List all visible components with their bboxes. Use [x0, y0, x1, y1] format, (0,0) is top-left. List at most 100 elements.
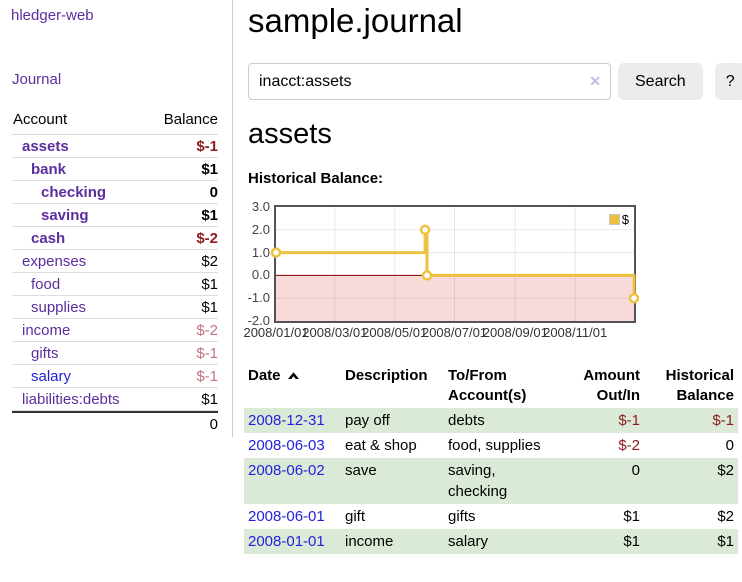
account-row: cash $-2 [12, 227, 218, 250]
x-axis-tick-label: 2008/01/01 [243, 325, 309, 340]
transaction-row: 2008-06-01 gift gifts $1 $2 [244, 504, 738, 529]
account-row: food $1 [12, 273, 218, 296]
chart-canvas [270, 207, 640, 321]
account-row: checking 0 [12, 181, 218, 204]
date-column-header[interactable]: Date [244, 360, 341, 408]
account-balance: $1 [201, 160, 218, 178]
sort-ascending-icon [287, 366, 300, 386]
account-link-gifts[interactable]: gifts [31, 344, 59, 362]
account-row: salary $-1 [12, 365, 218, 388]
account-row: assets $-1 [12, 135, 218, 158]
transaction-date-link[interactable]: 2008-01-01 [248, 533, 325, 550]
transaction-amount: $1 [623, 508, 640, 525]
amount-column-header: Amount Out/In [556, 360, 644, 408]
account-balance: $-2 [196, 321, 218, 339]
historical-balance-chart: $ 3.0 2.0 1.0 0.0 -1.0 -2.0 2008/01/01 2008/03/… [243, 199, 742, 349]
transaction-description: gift [345, 508, 366, 525]
account-link-bank[interactable]: bank [31, 160, 67, 178]
x-axis-tick-label: 2008/07/01 [421, 325, 488, 340]
transaction-date-link[interactable]: 2008-06-01 [248, 508, 325, 525]
account-link-food[interactable]: food [31, 275, 61, 293]
accounts-total-value: 0 [209, 416, 218, 433]
accounts-table-header: Account Balance [12, 106, 218, 135]
register-table: Date Description To/From Account(s) Amou… [244, 360, 738, 554]
chart-legend: $ [608, 212, 629, 227]
account-balance: $1 [201, 206, 218, 224]
x-axis-tick-label: 2008/05/01 [362, 325, 428, 340]
y-axis-tick-label: -1.0 [247, 290, 270, 306]
transaction-balance: $2 [717, 462, 734, 479]
register-header-row: Date Description To/From Account(s) Amou… [244, 360, 738, 408]
transaction-accounts: salary [448, 533, 489, 550]
transaction-row: 2008-06-03 eat & shop food, supplies $-2… [244, 433, 738, 458]
balance-column-header: Historical Balance [644, 360, 738, 408]
account-balance: $-1 [196, 137, 218, 155]
transaction-balance: 0 [725, 437, 734, 454]
date-header-label: Date [248, 367, 281, 384]
search-button[interactable]: Search [618, 63, 703, 100]
page-title: sample.journal [248, 2, 463, 39]
sidebar-item-journal[interactable]: Journal [12, 71, 62, 88]
account-balance: $1 [201, 275, 218, 293]
balance-header-line2: Balance [676, 387, 734, 404]
accounts-total-row: 0 [12, 411, 218, 435]
legend-swatch-icon [608, 214, 620, 225]
y-axis-tick-label: -2.0 [247, 313, 270, 328]
transaction-row: 2008-12-31 pay off debts $-1 $-1 [244, 408, 738, 433]
x-axis-tick-label: 2008/03/01 [302, 325, 368, 340]
account-link-checking[interactable]: checking [41, 183, 107, 201]
tofrom-column-header: To/From Account(s) [444, 360, 556, 408]
balance-column-header: Balance [163, 111, 218, 128]
transaction-balance: $1 [717, 533, 734, 550]
account-row: gifts $-1 [12, 342, 218, 365]
transaction-amount: $-2 [618, 437, 640, 454]
amount-header-line1: Amount [583, 367, 640, 384]
account-link-liabilities-debts[interactable]: liabilities:debts [22, 390, 120, 408]
search-form: ✕ Search ? [248, 63, 742, 100]
sidebar: hledger-web Journal Account Balance asse… [0, 0, 233, 437]
transaction-date-link[interactable]: 2008-06-02 [248, 462, 325, 479]
transaction-row: 2008-06-02 save saving, checking 0 $2 [244, 458, 738, 504]
tofrom-header-line2: Account(s) [448, 387, 527, 404]
account-balance: $1 [201, 390, 218, 408]
account-row: liabilities:debts $1 [12, 388, 218, 411]
account-section-title: assets [248, 118, 332, 150]
transaction-balance: $-1 [712, 412, 734, 429]
account-link-cash[interactable]: cash [31, 229, 66, 247]
account-balance: 0 [209, 183, 218, 201]
y-axis-tick-label: 1.0 [251, 244, 270, 260]
account-row: expenses $2 [12, 250, 218, 273]
transaction-date-link[interactable]: 2008-12-31 [248, 412, 325, 429]
account-link-expenses[interactable]: expenses [22, 252, 87, 270]
accounts-table: Account Balance assets $-1 bank $1 check… [12, 106, 218, 435]
account-link-salary[interactable]: salary [31, 367, 72, 385]
transaction-accounts: debts [448, 412, 485, 429]
account-link-saving[interactable]: saving [41, 206, 89, 224]
account-balance: $-1 [196, 344, 218, 362]
account-link-supplies[interactable]: supplies [31, 298, 87, 316]
y-axis-tick-label: 0.0 [251, 267, 270, 283]
transaction-date-link[interactable]: 2008-06-03 [248, 437, 325, 454]
account-link-income[interactable]: income [22, 321, 71, 339]
transaction-description: income [345, 533, 394, 550]
transaction-balance: $2 [717, 508, 734, 525]
clear-search-icon[interactable]: ✕ [589, 73, 601, 89]
transaction-description: save [345, 462, 377, 479]
account-link-assets[interactable]: assets [22, 137, 69, 155]
transaction-accounts: saving, checking [448, 462, 508, 500]
help-button[interactable]: ? [714, 63, 742, 100]
transaction-amount: $1 [623, 533, 640, 550]
tofrom-header-line1: To/From [448, 367, 507, 384]
transaction-amount: 0 [631, 462, 640, 479]
transaction-accounts: food, supplies [448, 437, 541, 454]
account-column-header: Account [13, 111, 68, 128]
account-balance: $1 [201, 298, 218, 316]
amount-header-line2: Out/In [596, 387, 640, 404]
app-title-link[interactable]: hledger-web [11, 7, 94, 24]
chart-title: Historical Balance: [248, 170, 384, 187]
description-column-header[interactable]: Description [345, 367, 428, 384]
transaction-description: pay off [345, 412, 390, 429]
search-input[interactable] [248, 63, 611, 100]
x-axis-tick-label: 2008/09/01 [482, 325, 548, 340]
transaction-row: 2008-01-01 income salary $1 $1 [244, 529, 738, 554]
